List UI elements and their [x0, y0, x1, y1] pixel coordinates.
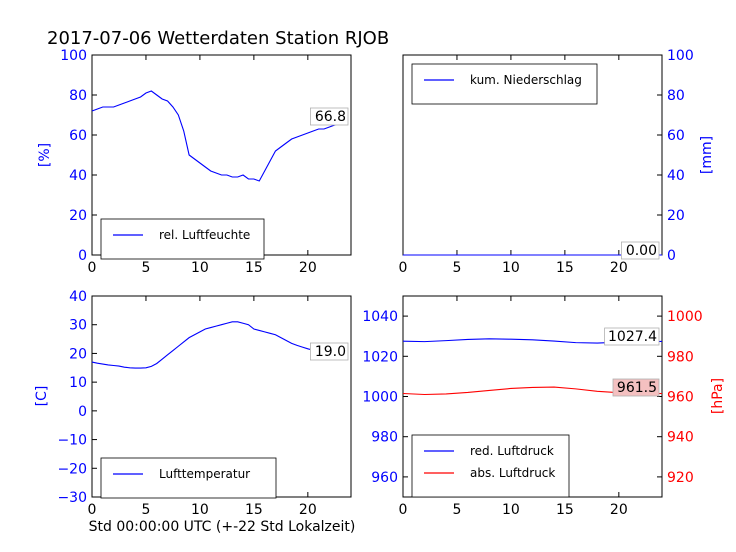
precip-x-tick-label: 5 — [452, 260, 461, 276]
pressure-right-y-tick-label: 1000 — [667, 309, 703, 325]
precipitation-panel: 0 5 10 15 20 0 20 40 60 80 100 0.00 kum. Niederschla… — [399, 48, 715, 276]
precip-x-tick-label: 10 — [502, 260, 520, 276]
pressure-abs-last-value-label: 961.5 — [617, 380, 657, 396]
humidity-x-tick-label: 20 — [299, 260, 317, 276]
pressure-left-y-tick-label: 960 — [371, 470, 398, 486]
temperature-x-tick-label: 10 — [191, 502, 209, 518]
humidity-y-tick-label: 0 — [78, 248, 87, 264]
precip-legend-box — [411, 63, 598, 105]
precip-x-tick-label: 20 — [610, 260, 628, 276]
precip-y-tick-label: 100 — [667, 48, 694, 64]
pressure-left-y-tick-label: 1040 — [362, 309, 398, 325]
temperature-y-tick-label: 10 — [69, 375, 87, 391]
humidity-y-tick-label: 80 — [69, 88, 87, 104]
precip-last-value-label: 0.00 — [626, 243, 657, 259]
temperature-y-tick-label: 0 — [78, 404, 87, 420]
temperature-y-tick-label: −10 — [57, 433, 87, 449]
humidity-x-tick-label: 10 — [191, 260, 209, 276]
temperature-x-axis-label: Std 00:00:00 UTC (+-22 Std Lokalzeit) — [89, 519, 356, 535]
precip-y-axis-label: [mm] — [699, 136, 715, 174]
temperature-x-tick-label: 20 — [299, 502, 317, 518]
pressure-x-tick-label: 15 — [556, 502, 574, 518]
pressure-legend-label: abs. Luftdruck — [470, 466, 555, 480]
humidity-y-tick-label: 60 — [69, 128, 87, 144]
precip-y-tick-label: 80 — [667, 88, 685, 104]
pressure-abs-last-value-label-box — [612, 378, 660, 397]
pressure-y-axis-label: [hPa] — [710, 378, 726, 414]
pressure-x-tick-label: 5 — [452, 502, 461, 518]
precip-y-tick-label: 60 — [667, 128, 685, 144]
precip-y-tick-label: 20 — [667, 208, 685, 224]
temperature-y-tick-label: −30 — [57, 490, 87, 506]
precip-y-tick-label: 40 — [667, 168, 685, 184]
pressure-legend-label: red. Luftdruck — [470, 444, 554, 458]
humidity-x-tick-label: 5 — [141, 260, 150, 276]
pressure-left-y-tick-label: 1020 — [362, 349, 398, 365]
temperature-last-value-label-box — [309, 342, 349, 361]
pressure-x-tick-label: 20 — [610, 502, 628, 518]
precip-x-tick-label: 0 — [399, 260, 408, 276]
precip-x-tick-label: 15 — [556, 260, 574, 276]
temperature-panel: 0 5 10 15 20 −30 −20 −10 0 10 20 30 40 19.0 Lufttemper… — [34, 289, 355, 535]
pressure-red-last-value-label-box — [604, 327, 660, 346]
figure-title: 2017-07-06 Wetterdaten Station RJOB — [47, 28, 389, 49]
pressure-right-y-tick-label: 940 — [667, 430, 694, 446]
precip-legend-label: kum. Niederschlag — [470, 73, 582, 87]
pressure-right-y-tick-label: 980 — [667, 349, 694, 365]
humidity-legend-label: rel. Luftfeuchte — [159, 228, 250, 242]
pressure-panel: 0 5 10 15 20 960 980 1000 1020 1040 920 940 960 980 10… — [362, 295, 726, 518]
humidity-last-value-label-box — [309, 107, 349, 126]
temperature-y-tick-label: 40 — [69, 289, 87, 305]
temperature-series-line — [91, 321, 346, 369]
pressure-right-y-tick-label: 960 — [667, 390, 694, 406]
humidity-legend-box — [100, 218, 265, 260]
humidity-last-value-label: 66.8 — [315, 109, 346, 125]
precip-y-tick-label: 0 — [667, 248, 676, 264]
temperature-x-tick-label: 0 — [88, 502, 97, 518]
temperature-y-axis-label: [C] — [34, 386, 50, 407]
humidity-y-tick-label: 40 — [69, 168, 87, 184]
humidity-y-tick-label: 100 — [60, 48, 87, 64]
temperature-last-value-label: 19.0 — [315, 344, 346, 360]
temperature-legend-box — [100, 457, 277, 499]
humidity-panel: 0 5 10 15 20 0 20 40 60 80 100 66.8 rel. Luftfeuchte… — [37, 48, 352, 276]
humidity-y-tick-label: 20 — [69, 208, 87, 224]
temperature-y-tick-label: −20 — [57, 461, 87, 477]
humidity-series-line — [91, 90, 346, 182]
precip-last-value-label-box — [621, 241, 660, 260]
temperature-y-tick-label: 30 — [69, 318, 87, 334]
pressure-red-last-value-label: 1027.4 — [608, 329, 657, 345]
temperature-legend-label: Lufttemperatur — [159, 467, 250, 481]
temperature-x-tick-label: 15 — [245, 502, 263, 518]
temperature-y-tick-label: 20 — [69, 346, 87, 362]
pressure-left-y-tick-label: 1000 — [362, 390, 398, 406]
humidity-x-tick-label: 0 — [88, 260, 97, 276]
pressure-left-y-tick-label: 980 — [371, 430, 398, 446]
humidity-x-tick-label: 15 — [245, 260, 263, 276]
pressure-right-y-tick-label: 920 — [667, 470, 694, 486]
pressure-x-tick-label: 0 — [399, 502, 408, 518]
temperature-x-tick-label: 5 — [141, 502, 150, 518]
pressure-legend-box — [411, 434, 570, 498]
pressure-x-tick-label: 10 — [502, 502, 520, 518]
humidity-y-axis-label: [%] — [37, 143, 53, 167]
